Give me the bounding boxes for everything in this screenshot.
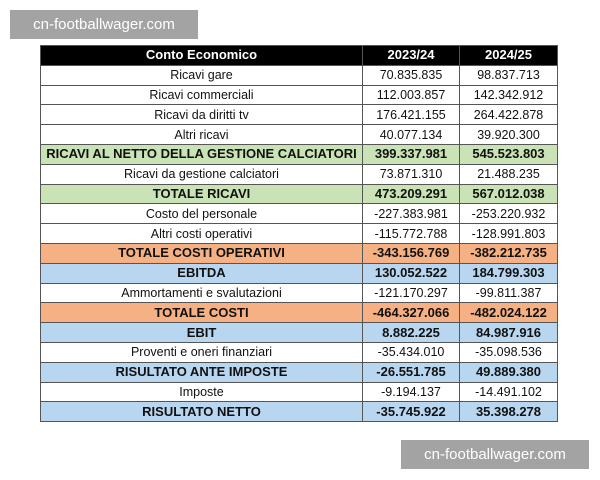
row-label: RISULTATO ANTE IMPOSTE — [40, 361, 363, 383]
value-cell: -99.811.387 — [459, 282, 558, 304]
value-cell: -253.220.932 — [459, 203, 558, 225]
table-row: EBITDA 130.052.522 184.799.303 — [40, 262, 558, 284]
value-cell: -9.194.137 — [362, 381, 460, 403]
table-row: Proventi e oneri finanziari -35.434.010 -3… — [40, 341, 558, 363]
value-cell: 39.920.300 — [459, 124, 558, 145]
value-cell: 21.488.235 — [459, 163, 558, 185]
row-label: Ricavi commerciali — [40, 84, 363, 106]
row-label: TOTALE RICAVI — [40, 183, 363, 205]
value-cell: -35.745.922 — [362, 401, 460, 423]
value-cell: 176.421.155 — [362, 104, 460, 126]
value-cell: 184.799.303 — [459, 262, 558, 284]
value-cell: -227.383.981 — [362, 203, 460, 225]
table-row: Ricavi da gestione calciatori 73.871.310 2… — [40, 163, 558, 185]
value-cell: 40.077.134 — [362, 124, 460, 145]
value-cell: -26.551.785 — [362, 361, 460, 383]
table-row: TOTALE RICAVI 473.209.291 567.012.038 — [40, 183, 558, 205]
value-cell: -35.434.010 — [362, 341, 460, 363]
row-label: Ricavi gare — [40, 64, 363, 86]
value-cell: 35.398.278 — [459, 401, 558, 423]
row-label: Altri ricavi — [40, 124, 363, 145]
table-row: Ammortamenti e svalutazioni -121.170.297-… — [40, 282, 558, 304]
row-label: EBIT — [40, 322, 363, 343]
row-label: TOTALE COSTI OPERATIVI — [40, 242, 363, 264]
value-cell: 399.337.981 — [362, 143, 460, 165]
value-cell: 84.987.916 — [459, 322, 558, 343]
row-label: Ricavi da diritti tv — [40, 104, 363, 126]
header-row: Conto Economico 2023/24 2024/25 — [40, 45, 558, 66]
table-row: Ricavi commerciali 112.003.857 142.342.912 — [40, 84, 558, 106]
value-cell: 473.209.291 — [362, 183, 460, 205]
value-cell: -382.212.735 — [459, 242, 558, 264]
value-cell: 70.835.835 — [362, 64, 460, 86]
value-cell: -121.170.297 — [362, 282, 460, 304]
value-cell: 112.003.857 — [362, 84, 460, 106]
table-row: RISULTATO NETTO -35.745.922 35.398.278 — [40, 401, 558, 423]
table-row: Altri ricavi 40.077.134 39.920.300 — [40, 124, 558, 145]
table-body: Conto Economico 2023/24 2024/25 Ricavi g… — [40, 45, 558, 423]
table-row: Ricavi gare 70.835.835 98.837.713 — [40, 64, 558, 86]
value-cell: 98.837.713 — [459, 64, 558, 86]
table-row: Costo del personale -227.383.981 -253.220.… — [40, 203, 558, 225]
row-label: Imposte — [40, 381, 363, 403]
value-cell: 567.012.038 — [459, 183, 558, 205]
row-label: Altri costi operativi — [40, 223, 363, 244]
header-cell: 2023/24 — [362, 45, 460, 66]
row-label: EBITDA — [40, 262, 363, 284]
table-row: RISULTATO ANTE IMPOSTE -26.551.785 49.889.… — [40, 361, 558, 383]
value-cell: 8.882.225 — [362, 322, 460, 343]
row-label: Ammortamenti e svalutazioni — [40, 282, 363, 304]
header-cell: 2024/25 — [459, 45, 558, 66]
watermark: cn-footballwager.com — [10, 10, 198, 39]
table-row: RICAVI AL NETTO DELLA GESTIONE CALCIATOR… — [40, 143, 558, 165]
table-row: EBIT 8.882.225 84.987.916 — [40, 322, 558, 343]
row-label: RISULTATO NETTO — [40, 401, 363, 423]
watermark: cn-footballwager.com — [401, 440, 589, 469]
row-label: Proventi e oneri finanziari — [40, 341, 363, 363]
row-label: RICAVI AL NETTO DELLA GESTIONE CALCIATOR… — [40, 143, 363, 165]
table-row: Ricavi da diritti tv 176.421.155 264.422.8… — [40, 104, 558, 126]
value-cell: -482.024.122 — [459, 302, 558, 324]
row-label: Ricavi da gestione calciatori — [40, 163, 363, 185]
value-cell: -128.991.803 — [459, 223, 558, 244]
value-cell: 264.422.878 — [459, 104, 558, 126]
value-cell: 130.052.522 — [362, 262, 460, 284]
header-cell: Conto Economico — [40, 45, 363, 66]
table-row: Imposte -9.194.137 -14.491.102 — [40, 381, 558, 403]
row-label: Costo del personale — [40, 203, 363, 225]
value-cell: -115.772.788 — [362, 223, 460, 244]
value-cell: -343.156.769 — [362, 242, 460, 264]
value-cell: -464.327.066 — [362, 302, 460, 324]
table-row: Altri costi operativi -115.772.788 -128.99… — [40, 223, 558, 244]
value-cell: 49.889.380 — [459, 361, 558, 383]
value-cell: 545.523.803 — [459, 143, 558, 165]
table-row: TOTALE COSTI -464.327.066 -482.024.122 — [40, 302, 558, 324]
table-row: TOTALE COSTI OPERATIVI -343.156.769 -382.2… — [40, 242, 558, 264]
value-cell: 142.342.912 — [459, 84, 558, 106]
income-statement: Conto Economico 2023/24 2024/25 Ricavi g… — [40, 45, 558, 423]
row-label: TOTALE COSTI — [40, 302, 363, 324]
value-cell: 73.871.310 — [362, 163, 460, 185]
value-cell: -14.491.102 — [459, 381, 558, 403]
value-cell: -35.098.536 — [459, 341, 558, 363]
